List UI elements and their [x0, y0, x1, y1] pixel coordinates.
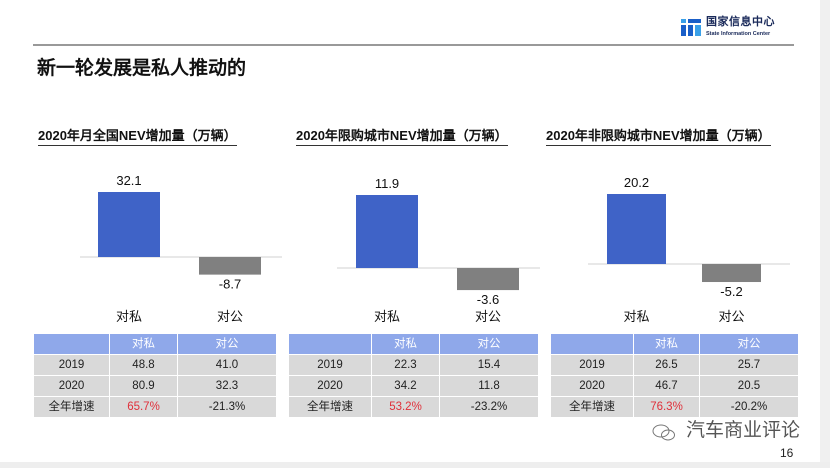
header-cell: 对公	[700, 334, 798, 354]
bottom-bar	[0, 462, 830, 468]
table-row: 2019 48.8 41.0	[34, 355, 276, 375]
bar-对私	[98, 192, 160, 257]
table-row: 全年增速 76.3% -20.2%	[551, 397, 798, 417]
table-row: 2020 34.2 11.8	[289, 376, 538, 396]
table-cell: 2019	[289, 355, 371, 375]
table-cell: -20.2%	[700, 397, 798, 417]
table-restricted: 对私 对公 2019 22.3 15.4 2020 34.2 11.8 全年增速 53.2% -23…	[288, 333, 539, 418]
table-cell: 22.3	[372, 355, 439, 375]
header-cell: 对私	[372, 334, 439, 354]
data-label: 11.9	[375, 176, 399, 191]
table-cell: 全年增速	[551, 397, 633, 417]
header-cell: 对公	[440, 334, 538, 354]
table-national: 对私 对公 2019 48.8 41.0 2020 80.9 32.3 全年增速 65.7% -21…	[33, 333, 277, 418]
logo-text-cn: 国家信息中心	[706, 15, 775, 28]
state-information-center-logo-icon	[681, 19, 701, 36]
table-cell: 2019	[34, 355, 109, 375]
table-row: 2020 80.9 32.3	[34, 376, 276, 396]
bar-对私	[356, 195, 418, 268]
table-cell: 53.2%	[372, 397, 439, 417]
logo-text-en: State Information Center	[706, 31, 771, 37]
bar-对私	[607, 194, 666, 264]
table-row: 全年增速 65.7% -21.3%	[34, 397, 276, 417]
bar-对公	[457, 268, 519, 291]
table-row: 2020 46.7 20.5	[551, 376, 798, 396]
table-row: 全年增速 53.2% -23.2%	[289, 397, 538, 417]
table-cell: 2020	[34, 376, 109, 396]
wechat-icon	[652, 424, 675, 441]
table-cell: 32.3	[178, 376, 276, 396]
header-cell: 对公	[178, 334, 276, 354]
bar-对公	[702, 264, 761, 283]
category-label: 对公	[475, 309, 501, 324]
category-label: 对私	[116, 309, 142, 324]
table-cell: 65.7%	[110, 397, 177, 417]
header-cell	[551, 334, 633, 354]
table-row: 2019 22.3 15.4	[289, 355, 538, 375]
page-number: 16	[780, 446, 794, 460]
table-cell: 34.2	[372, 376, 439, 396]
watermark-text: 汽车商业评论	[686, 420, 801, 441]
table-cell: 76.3%	[634, 397, 699, 417]
category-label: 对公	[718, 309, 744, 324]
header-cell	[289, 334, 371, 354]
table-cell: 全年增速	[289, 397, 371, 417]
chart-title-unrestricted: 2020年非限购城市NEV增加量（万辆）	[546, 128, 771, 146]
slide-title: 新一轮发展是私人推动的	[37, 58, 247, 79]
data-label: 32.1	[116, 173, 141, 188]
table-cell: 2020	[551, 376, 633, 396]
table-cell: 2019	[551, 355, 633, 375]
table-cell: 46.7	[634, 376, 699, 396]
category-label: 对私	[374, 309, 400, 324]
table-header-row: 对私 对公	[289, 334, 538, 354]
bar-对公	[199, 257, 261, 275]
category-label: 对私	[623, 309, 649, 324]
table-cell: 2020	[289, 376, 371, 396]
table-cell: 26.5	[634, 355, 699, 375]
table-row: 2019 26.5 25.7	[551, 355, 798, 375]
data-label: 20.2	[624, 175, 649, 190]
chart-title-national: 2020年月全国NEV增加量（万辆）	[38, 128, 237, 146]
table-unrestricted: 对私 对公 2019 26.5 25.7 2020 46.7 20.5 全年增速 76.3% -20…	[550, 333, 799, 418]
data-label: -8.7	[219, 277, 241, 292]
chart-title-restricted: 2020年限购城市NEV增加量（万辆）	[296, 128, 508, 146]
header-cell: 对私	[634, 334, 699, 354]
table-cell: 15.4	[440, 355, 538, 375]
table-cell: 48.8	[110, 355, 177, 375]
data-label: -3.6	[477, 292, 499, 307]
header-cell: 对私	[110, 334, 177, 354]
table-cell: -21.3%	[178, 397, 276, 417]
header-divider	[33, 44, 794, 46]
table-cell: 41.0	[178, 355, 276, 375]
scrollbar[interactable]	[820, 0, 830, 468]
data-label: -5.2	[720, 284, 742, 299]
table-cell: -23.2%	[440, 397, 538, 417]
table-cell: 80.9	[110, 376, 177, 396]
header-cell	[34, 334, 109, 354]
table-cell: 11.8	[440, 376, 538, 396]
table-cell: 全年增速	[34, 397, 109, 417]
table-header-row: 对私 对公	[34, 334, 276, 354]
table-header-row: 对私 对公	[551, 334, 798, 354]
table-cell: 20.5	[700, 376, 798, 396]
table-cell: 25.7	[700, 355, 798, 375]
category-label: 对公	[217, 309, 243, 324]
